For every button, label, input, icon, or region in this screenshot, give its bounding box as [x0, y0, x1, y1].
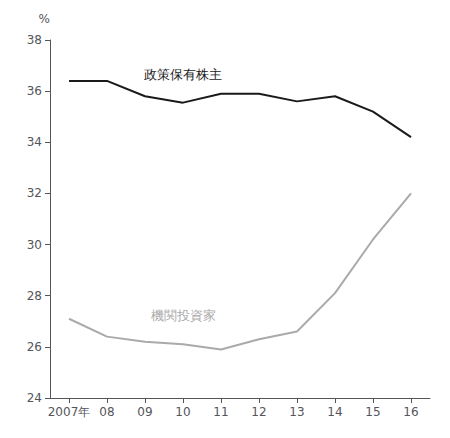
- svg-text:15: 15: [365, 405, 380, 419]
- svg-text:30: 30: [27, 238, 42, 252]
- svg-text:09: 09: [137, 405, 152, 419]
- svg-text:32: 32: [27, 186, 42, 200]
- svg-text:34: 34: [27, 135, 42, 149]
- svg-text:%: %: [39, 12, 50, 26]
- svg-text:12: 12: [251, 405, 266, 419]
- svg-text:10: 10: [175, 405, 190, 419]
- svg-text:機関投資家: 機関投資家: [151, 308, 216, 323]
- svg-text:36: 36: [27, 84, 42, 98]
- svg-text:政策保有株主: 政策保有株主: [144, 67, 222, 82]
- svg-text:13: 13: [289, 405, 304, 419]
- svg-text:14: 14: [327, 405, 342, 419]
- svg-text:11: 11: [213, 405, 228, 419]
- svg-text:26: 26: [27, 340, 42, 354]
- svg-text:38: 38: [27, 33, 42, 47]
- svg-text:24: 24: [27, 391, 42, 405]
- svg-text:16: 16: [403, 405, 418, 419]
- svg-text:2007年: 2007年: [48, 405, 91, 419]
- svg-text:08: 08: [99, 405, 114, 419]
- svg-text:28: 28: [27, 289, 42, 303]
